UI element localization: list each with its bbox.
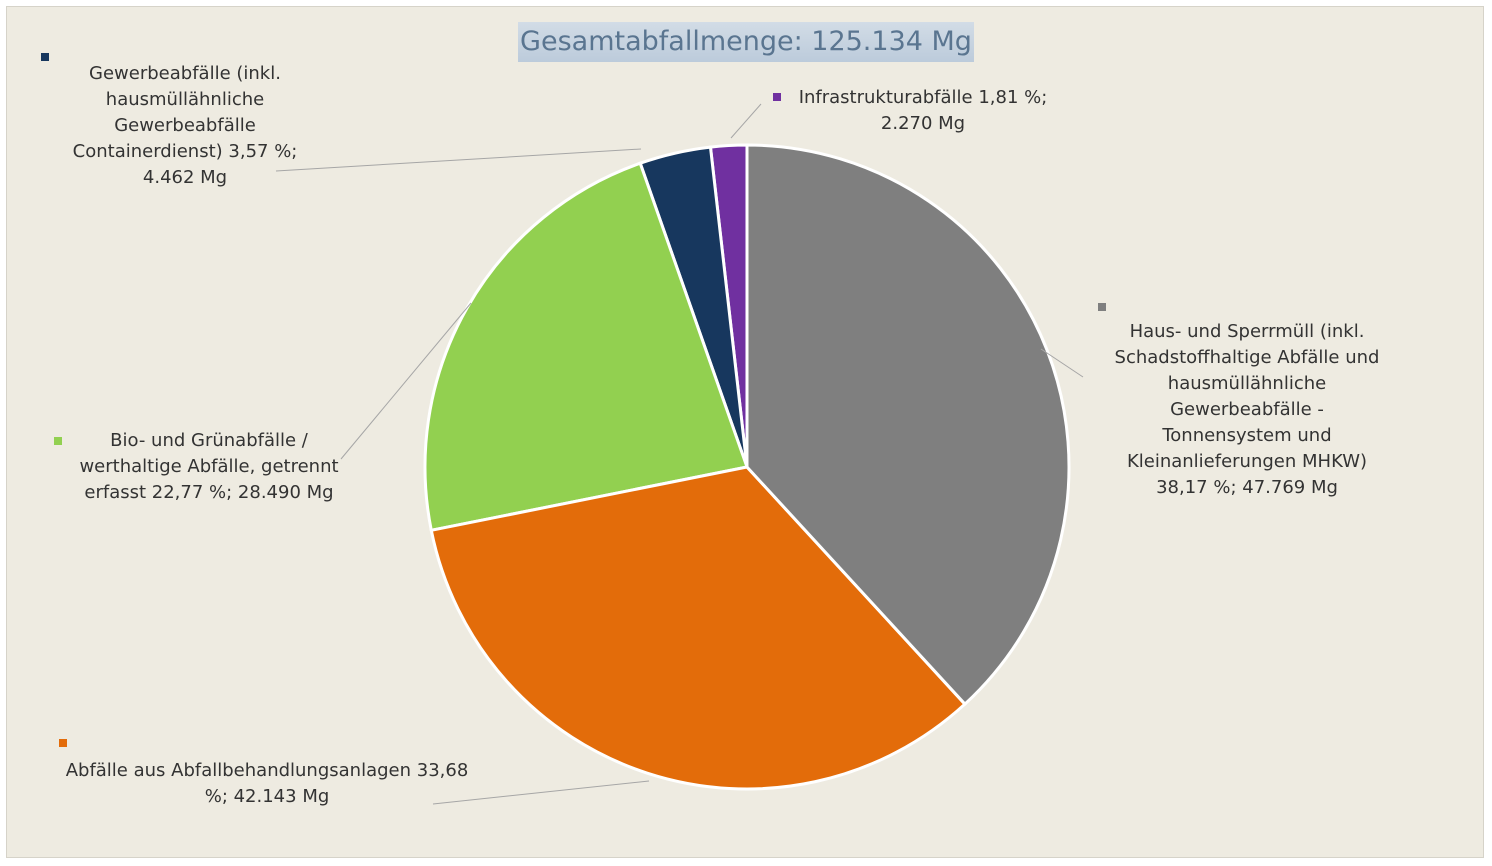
chart-area: Gesamtabfallmenge: 125.134 Mg Haus- und … bbox=[6, 6, 1484, 858]
leader-line bbox=[275, 148, 642, 172]
data-label: Bio- und Grünabfälle / werthaltige Abfäl… bbox=[59, 428, 359, 506]
category-label: Abfälle aus Abfallbehandlungsanlagen bbox=[65, 760, 412, 781]
category-label: Infrastrukturabfälle bbox=[798, 87, 973, 108]
value-label: 22,77 %; 28.490 Mg bbox=[151, 482, 334, 503]
category-label: Haus- und Sperrmüll (inkl. Schadstoffhal… bbox=[1114, 321, 1380, 472]
data-label: Abfälle aus Abfallbehandlungsanlagen 33,… bbox=[61, 758, 473, 810]
pie-chart bbox=[275, 103, 1084, 805]
value-label: 33,68 %; 42.143 Mg bbox=[204, 760, 469, 807]
value-label: 38,17 %; 47.769 Mg bbox=[1156, 477, 1338, 498]
pie-slice bbox=[745, 143, 1071, 707]
value-label: 3,57 %; 4.462 Mg bbox=[142, 141, 298, 188]
legend-marker bbox=[41, 53, 49, 61]
category-label: Gewerbeabfälle (inkl. hausmüllähnliche G… bbox=[72, 63, 281, 162]
leader-line bbox=[432, 780, 650, 805]
data-label: Infrastrukturabfälle 1,81 %; 2.270 Mg bbox=[789, 85, 1057, 137]
value-label: 1,81 %; 2.270 Mg bbox=[880, 87, 1048, 134]
leader-line bbox=[340, 302, 472, 460]
leader-line bbox=[1040, 348, 1084, 378]
data-label: Haus- und Sperrmüll (inkl. Schadstoffhal… bbox=[1111, 319, 1383, 501]
chart-title: Gesamtabfallmenge: 125.134 Mg bbox=[518, 22, 974, 62]
legend-marker bbox=[54, 437, 62, 445]
legend-marker bbox=[1098, 303, 1106, 311]
legend-marker bbox=[773, 93, 781, 101]
data-label: Gewerbeabfälle (inkl. hausmüllähnliche G… bbox=[49, 61, 321, 191]
legend-marker bbox=[59, 739, 67, 747]
leader-line bbox=[730, 103, 762, 139]
pie-slice bbox=[429, 465, 968, 791]
category-label: Bio- und Grünabfälle / werthaltige Abfäl… bbox=[79, 430, 339, 503]
